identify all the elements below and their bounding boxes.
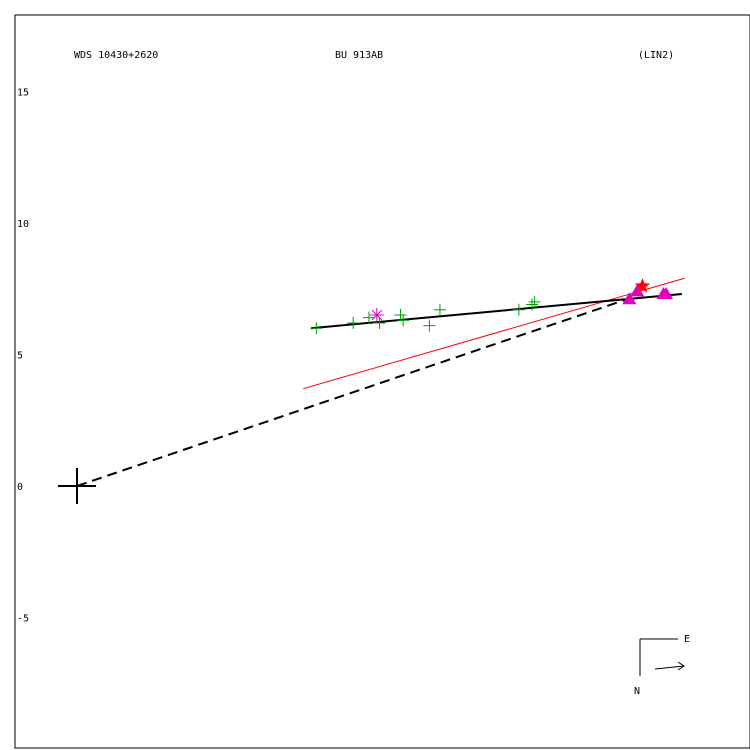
measurement-plus-point — [512, 303, 525, 316]
chart-title-left: WDS 10430+2620 — [74, 50, 158, 61]
measurement-plus-point — [362, 311, 375, 324]
motion-arrow-shaft — [654, 665, 685, 670]
measurement-plus-point — [433, 303, 446, 316]
measurement-plus-point — [397, 314, 410, 327]
primary-to-companion-dashed-line — [76, 293, 643, 487]
reference-line — [303, 277, 685, 390]
chart-title-right: (LIN2) — [638, 50, 674, 61]
motion-arrow-head — [677, 661, 685, 671]
y-tick-label: -5 — [17, 614, 29, 625]
measurement-plus-point — [347, 316, 360, 329]
y-tick-label: 15 — [17, 88, 29, 99]
primary-cross-marker — [58, 468, 96, 504]
measurement-asterisk-point — [369, 308, 384, 323]
measurement-triangle-point — [622, 292, 637, 305]
measurement-plus-point — [525, 298, 538, 311]
measurement-triangle-point — [630, 284, 645, 297]
measurement-plus-point — [394, 309, 407, 322]
primary-star-marker — [58, 468, 96, 504]
measurement-triangle-point — [659, 287, 674, 300]
trend-lines — [76, 277, 685, 487]
measurement-plus-point — [373, 316, 386, 329]
measurement-plus-point — [423, 319, 436, 332]
y-axis-tick-labels: 15 10 5 0 -5 — [17, 88, 29, 625]
orbit-fit-line — [310, 293, 682, 330]
data-points — [310, 278, 674, 335]
compass-east-label: E — [684, 634, 690, 645]
y-tick-label: 10 — [17, 219, 29, 230]
compass-north-label: N — [634, 686, 640, 697]
measurement-plus-point — [528, 295, 541, 308]
chart-title-center: BU 913AB — [335, 50, 383, 61]
plot-frame — [14, 14, 750, 749]
measurement-star-point — [634, 278, 651, 293]
y-tick-label: 0 — [17, 482, 23, 493]
compass-indicator: E N — [634, 634, 690, 697]
y-tick-label: 5 — [17, 351, 23, 362]
measurement-plus-point — [310, 322, 323, 335]
